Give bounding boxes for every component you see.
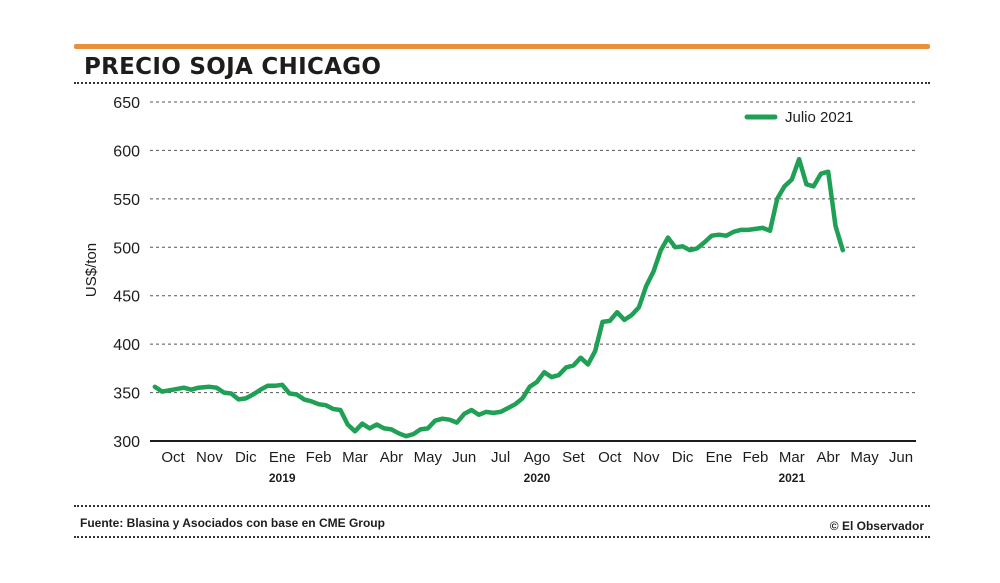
x-tick-label: Mar [342,449,368,466]
x-tick-label: Oct [161,449,185,466]
x-tick-label: Dic [235,449,257,466]
y-tick-label: 450 [113,289,140,306]
x-tick-label: Abr [817,449,840,466]
x-tick-label: Nov [633,449,660,466]
x-tick-label: Ene [706,449,733,466]
copyright-note: © El Observador [829,519,924,533]
legend: Julio 2021 [744,109,853,126]
x-tick-label: Jun [889,449,913,466]
series-layer [152,156,846,439]
y-axis-label: US$/ton [83,243,100,297]
y-axis-ticks: 300 350 400 450 500 550 600 650 [113,95,140,451]
x-tick-label: May [414,449,443,466]
x-tick-label: May [850,449,879,466]
x-tick-label: Feb [742,449,768,466]
y-tick-label: 400 [113,337,140,354]
x-tick-label: Ene [269,449,296,466]
x-tick-label: Jul [491,449,510,466]
x-tick-label: Nov [196,449,223,466]
y-tick-label: 350 [113,386,140,403]
x-tick-label: Mar [779,449,805,466]
year-label: 2020 [524,471,551,485]
x-tick-label: Abr [380,449,403,466]
year-label: 2019 [269,471,296,485]
x-tick-label: Feb [306,449,332,466]
footer-divider-bottom [74,536,930,538]
y-tick-label: 650 [113,95,140,112]
legend-label: Julio 2021 [785,109,853,126]
grid [150,101,916,442]
x-tick-label: Oct [598,449,622,466]
series-line [152,156,846,439]
y-tick-label: 500 [113,240,140,257]
year-label: 2021 [778,471,805,485]
y-tick-label: 600 [113,143,140,160]
x-tick-label: Jun [452,449,476,466]
source-note: Fuente: Blasina y Asociados con base en … [80,516,385,530]
y-tick-label: 550 [113,192,140,209]
x-tick-label: Ago [524,449,551,466]
top-accent-bar [74,44,930,49]
x-tick-label: Dic [672,449,694,466]
x-tick-label: Set [562,449,585,466]
footer-divider-top [74,505,930,507]
x-axis-ticks: Oct Nov Dic Ene Feb Mar Abr May Jun Jul Ago Set Oct N… [161,449,913,485]
title-divider [74,82,930,84]
chart-title: PRECIO SOJA CHICAGO [84,54,382,80]
y-tick-label: 300 [113,434,140,451]
